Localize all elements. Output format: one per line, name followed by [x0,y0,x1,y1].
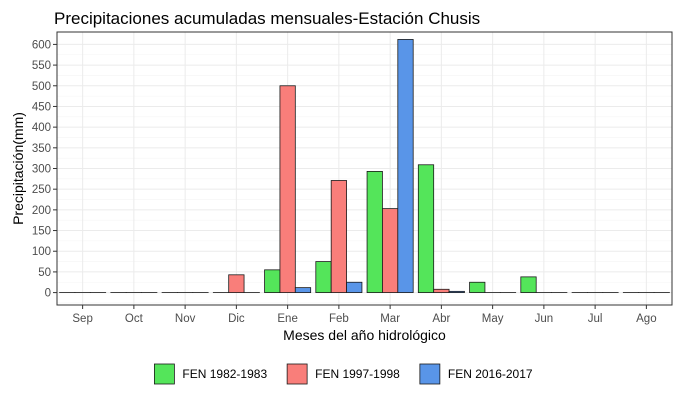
bar [294,287,312,293]
bar [448,290,465,293]
y-tick-label: 150 [32,226,51,238]
y-tick-label: 0 [45,288,51,300]
x-tick-label: Ago [636,313,656,325]
legend-label: FEN 2016-2017 [448,367,533,381]
chart-title: Precipitaciones acumuladas mensuales-Est… [54,9,480,28]
bar [228,274,245,293]
plot-panel: 0 50 100 150 200 250 300 350 400 450 500 550 600 Sep O… [32,31,673,325]
legend-label: FEN 1982-1983 [182,367,267,381]
legend: FEN 1982-1983 FEN 1997-1998 FEN 2016-2017 [153,363,533,385]
y-tick-label: 250 [32,184,51,196]
x-tick-label: Jun [535,313,554,325]
x-tick-label: Nov [175,313,196,325]
y-axis-title: Precipitación(mm) [10,112,26,225]
bar [330,180,347,293]
y-tick-label: 50 [38,267,51,279]
x-tick-label: May [482,313,504,325]
x-tick-label: Mar [380,313,400,325]
x-tick-label: Jul [588,313,603,325]
legend-key [286,363,308,385]
x-tick-label: Abr [432,313,450,325]
bar [520,276,537,293]
y-tick-label: 350 [32,143,51,155]
x-tick-label: Dic [228,313,245,325]
legend-key [419,363,441,385]
x-tick-label: Oct [125,313,144,325]
bar [433,288,450,293]
legend-label: FEN 1997-1998 [315,367,400,381]
y-tick-label: 200 [32,205,51,217]
y-tick-label: 100 [32,246,51,258]
y-tick-label: 500 [32,81,51,93]
x-tick-label: Sep [72,313,92,325]
bar [366,170,383,293]
x-tick-label: Ene [277,313,297,325]
x-tick-label: Feb [329,313,349,325]
y-tick-label: 550 [32,60,51,72]
y-tick-label: 450 [32,101,51,113]
legend-key [153,363,175,385]
bar [417,164,435,293]
bar [469,281,486,293]
bar [315,261,332,293]
panel-border [56,31,673,306]
bar [382,208,399,293]
y-tick-label: 300 [32,164,51,176]
bar [279,85,296,293]
bar [346,281,363,293]
x-axis-title: Meses del año hidrológico [283,327,446,343]
bar [264,269,281,293]
y-tick-label: 400 [32,122,51,134]
bar [397,39,414,293]
y-tick-label: 600 [32,39,51,51]
